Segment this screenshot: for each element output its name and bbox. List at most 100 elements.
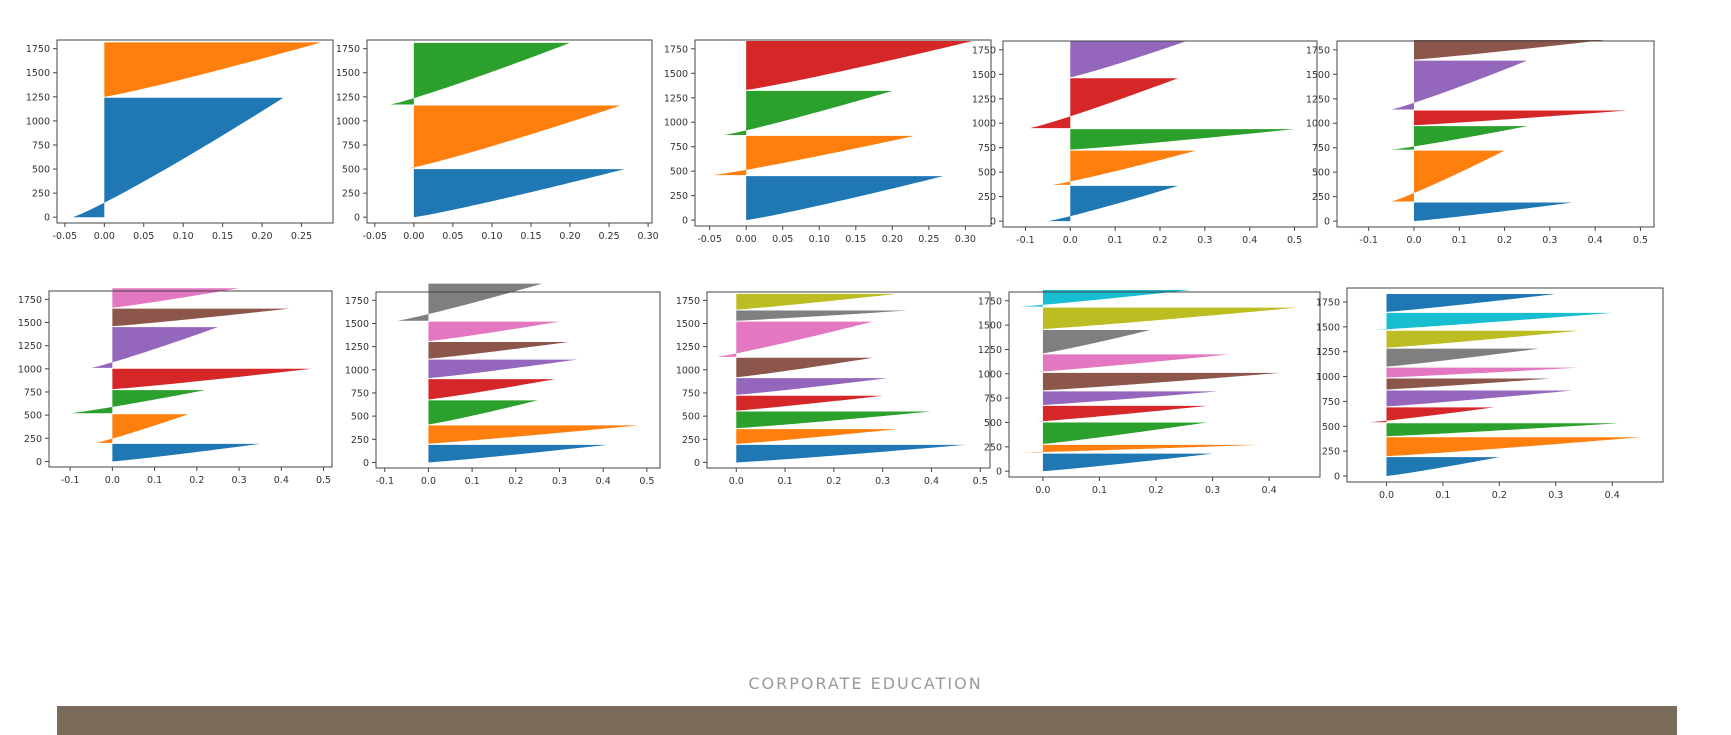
x-tick-label: 0.3 [1197,235,1212,246]
silhouette-cluster-2 [1391,126,1528,150]
y-tick-label: 250 [351,435,369,446]
x-tick-label: 0.2 [1148,485,1163,496]
y-tick-label: 1000 [664,118,688,129]
y-tick-label: 0 [1324,217,1330,228]
x-tick-label: -0.1 [1359,235,1378,246]
x-tick-label: 0.0 [421,476,436,487]
y-tick-label: 1750 [345,296,369,307]
y-tick-label: 1750 [1306,45,1330,56]
x-tick-label: 0.3 [552,476,567,487]
x-tick-label: 0.3 [232,475,247,486]
y-tick-label: 0 [354,213,360,224]
plot-frame [706,291,991,469]
y-tick-label: 250 [342,189,360,200]
x-tick-label: 0.0 [1035,485,1050,496]
plot-frame [375,291,661,469]
x-tick-label: 0.5 [973,476,988,487]
x-tick-label: 0.25 [291,231,312,242]
footer-label: CORPORATE EDUCATION [748,674,983,693]
silhouette-cluster-2 [1386,423,1618,437]
silhouette-cluster-4 [1042,391,1219,405]
silhouette-cluster-4 [428,359,577,379]
silhouette-cluster-1 [104,42,322,97]
x-tick-label: 0.20 [251,231,272,242]
x-tick-label: 0.10 [173,231,194,242]
y-tick-label: 0 [363,458,369,469]
y-tick-label: 1000 [26,116,50,127]
silhouette-cluster-10 [1386,293,1556,312]
silhouette-cluster-0 [1386,457,1500,477]
x-tick-label: 0.0 [1379,490,1394,501]
silhouette-cluster-3 [428,379,556,400]
silhouette-cluster-6 [1037,354,1230,372]
y-tick-label: 1500 [972,70,996,81]
y-tick-label: 1750 [664,44,688,55]
x-tick-label: 0.2 [826,476,841,487]
x-tick-label: 0.0 [105,475,120,486]
y-tick-label: 1750 [26,44,50,55]
x-tick-label: 0.4 [274,475,289,486]
y-tick-label: 750 [1322,397,1340,408]
silhouette-cluster-5 [736,357,873,378]
silhouette-cluster-7 [397,283,543,321]
plot-frame [366,39,653,224]
y-tick-label: 1750 [18,295,42,306]
x-tick-label: 0.00 [94,231,115,242]
y-tick-label: 750 [351,388,369,399]
silhouette-cluster-2 [724,90,893,135]
silhouette-cluster-1 [95,414,189,443]
y-tick-label: 750 [24,387,42,398]
y-tick-label: 1500 [345,319,369,330]
y-tick-label: 1250 [664,93,688,104]
x-tick-label: 0.0 [729,476,744,487]
y-tick-label: 1750 [336,44,360,55]
y-tick-label: 250 [984,442,1002,453]
y-tick-label: 1000 [1306,119,1330,130]
silhouette-cluster-0 [112,443,261,462]
y-tick-label: 1500 [676,319,700,330]
x-tick-label: 0.1 [1452,235,1467,246]
silhouette-cluster-5 [1413,40,1605,60]
plot-frame [694,39,992,227]
silhouette-cluster-2 [1042,422,1207,444]
silhouette-cluster-0 [1413,202,1573,222]
y-tick-label: 1250 [1316,347,1340,358]
x-tick-label: 0.15 [212,231,233,242]
chart-1: -0.05 0.00 0.05 0.10 0.15 0.20 0.25 0 250 500 750 1… [26,39,334,242]
silhouette-cluster-4 [1070,41,1187,78]
x-tick-label: 0.30 [638,231,659,242]
x-tick-label: 0.4 [1262,485,1277,496]
silhouette-cluster-7 [736,310,908,321]
x-tick-label: -0.1 [1016,235,1035,246]
chart-9: 0.0 0.1 0.2 0.3 0.4 0 250 500 750 1000 1250 1500 175… [978,290,1321,496]
x-tick-label: 0.25 [918,234,939,245]
x-tick-label: 0.3 [875,476,890,487]
y-tick-label: 500 [32,165,50,176]
y-tick-label: 1500 [18,318,42,329]
silhouette-cluster-3 [1369,407,1494,423]
silhouette-cluster-1 [1386,437,1641,457]
x-tick-label: 0.2 [189,475,204,486]
y-tick-label: 1000 [18,364,42,375]
x-tick-label: -0.05 [363,231,388,242]
silhouette-cluster-8 [1042,307,1298,329]
x-tick-label: 0.3 [1542,235,1557,246]
chart-10: 0.0 0.1 0.2 0.3 0.4 0 250 500 750 1000 1250 1500 175… [1316,287,1664,501]
chart-5: -0.1 0.0 0.1 0.2 0.3 0.4 0.5 0 250 500 750 1000 1250… [1306,40,1655,246]
silhouette-cluster-3 [1037,405,1207,422]
chart-2: -0.05 0.00 0.05 0.10 0.15 0.20 0.25 0.30 0 250 500… [336,39,659,242]
y-tick-label: 1750 [676,296,700,307]
x-tick-label: 0.4 [1605,490,1620,501]
x-tick-label: 0.1 [147,475,162,486]
y-tick-label: 750 [32,140,50,151]
y-tick-label: 1500 [1306,70,1330,81]
y-tick-label: 0 [694,458,700,469]
silhouette-cluster-6 [716,321,873,357]
y-tick-label: 1250 [26,92,50,103]
y-tick-label: 500 [342,165,360,176]
x-tick-label: 0.05 [442,231,463,242]
x-tick-label: -0.1 [61,475,80,486]
x-tick-label: 0.10 [481,231,502,242]
plot-frame [56,39,334,224]
chart-8: 0.0 0.1 0.2 0.3 0.4 0.5 0 250 500 750 1000 1250 1500… [676,291,991,487]
